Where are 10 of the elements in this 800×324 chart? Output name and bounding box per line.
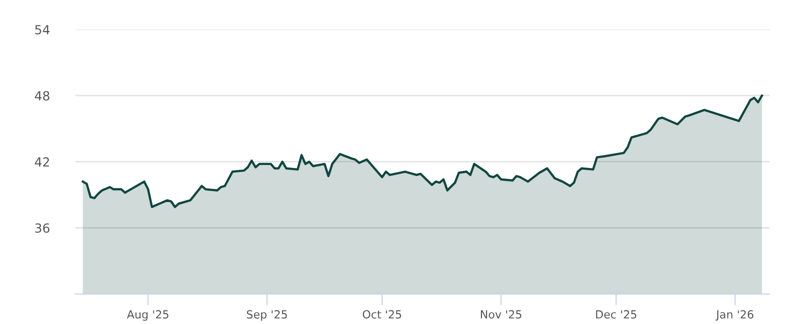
y-tick-label: 54: [35, 25, 50, 34]
x-tick-label: Jan '26: [716, 310, 754, 321]
y-tick-label: 36: [35, 223, 50, 233]
x-tick-label: Dec '25: [596, 310, 636, 319]
x-tick-label: Sep '25: [246, 310, 287, 321]
x-tick-label: Nov '25: [480, 310, 522, 319]
y-tick-label: 48: [34, 91, 50, 101]
y-tick-label: 42: [34, 157, 49, 166]
x-tick-label: Aug '25: [126, 310, 168, 321]
x-tick-label: Oct '25: [362, 310, 402, 319]
